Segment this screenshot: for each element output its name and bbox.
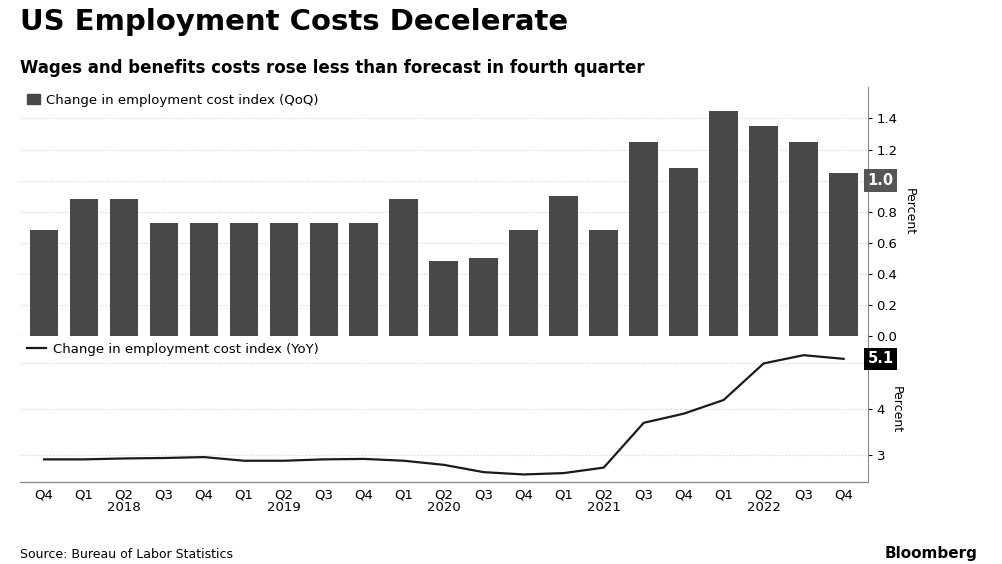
Bar [589, 230, 617, 336]
Text: US Employment Costs Decelerate: US Employment Costs Decelerate [20, 8, 567, 37]
Bar [469, 258, 498, 336]
Bar [229, 223, 259, 336]
Bar [509, 230, 538, 336]
Y-axis label: Percent: Percent [890, 386, 902, 433]
Bar [549, 196, 577, 336]
Bar [628, 142, 657, 336]
Bar [109, 199, 138, 336]
Legend: Change in employment cost index (YoY): Change in employment cost index (YoY) [27, 342, 319, 355]
Text: 5.1: 5.1 [867, 351, 893, 367]
Y-axis label: Percent: Percent [902, 188, 915, 235]
Bar [668, 168, 697, 336]
Text: 2020: 2020 [427, 501, 460, 514]
Bar [389, 199, 418, 336]
Bar [748, 126, 778, 336]
Text: 2022: 2022 [745, 501, 780, 514]
Legend: Change in employment cost index (QoQ): Change in employment cost index (QoQ) [27, 94, 319, 107]
Bar [270, 223, 298, 336]
Text: Source: Bureau of Labor Statistics: Source: Bureau of Labor Statistics [20, 548, 232, 561]
Bar [429, 262, 458, 336]
Bar [310, 223, 338, 336]
Bar [149, 223, 178, 336]
Bar [829, 173, 857, 336]
Bar [708, 111, 737, 336]
Text: 2018: 2018 [107, 501, 140, 514]
Text: 1.0: 1.0 [867, 173, 893, 188]
Text: Wages and benefits costs rose less than forecast in fourth quarter: Wages and benefits costs rose less than … [20, 59, 644, 77]
Bar [30, 230, 58, 336]
Text: 2021: 2021 [586, 501, 620, 514]
Bar [189, 223, 218, 336]
Bar [349, 223, 378, 336]
Bar [789, 142, 818, 336]
Text: 2019: 2019 [267, 501, 301, 514]
Bar [69, 199, 98, 336]
Text: Bloomberg: Bloomberg [884, 546, 977, 561]
